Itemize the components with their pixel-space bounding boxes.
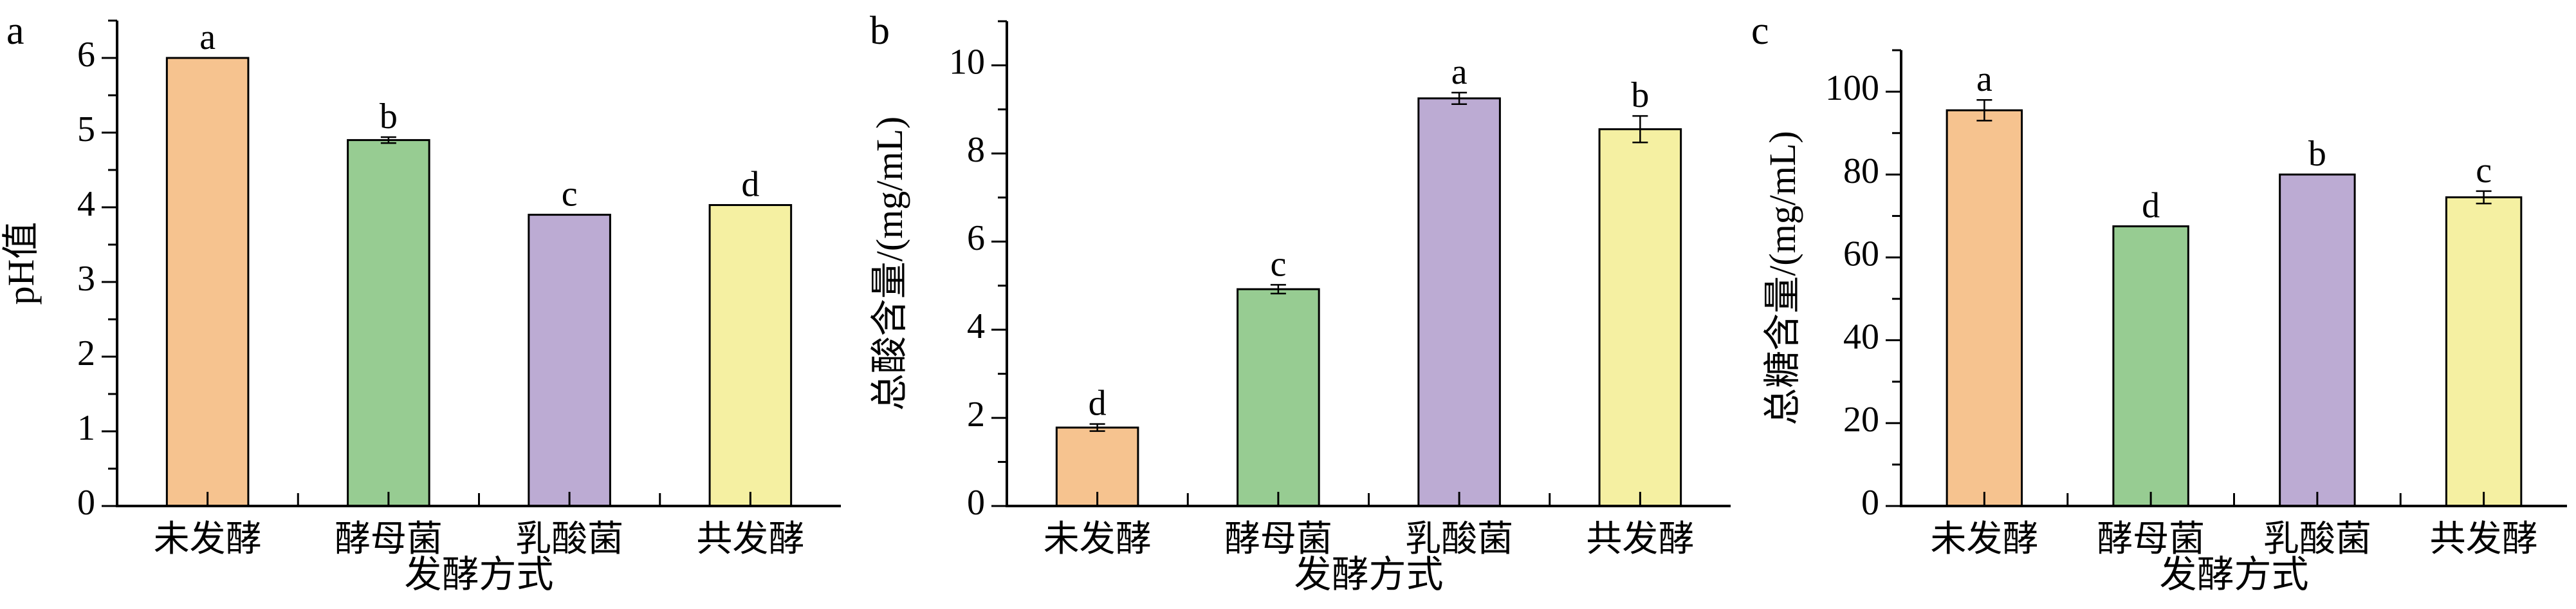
panel-label-b: b (870, 9, 890, 53)
x-tick-label: 酵母菌 (2097, 520, 2205, 559)
panel-c: c a 未发酵 d 酵母菌 b 乳酸菌 c 共发酵 0 20 40 60 80 100 总糖含量/(mg/mL… (1751, 9, 2567, 595)
panel-b: b d 未发酵 c 酵母菌 a 乳酸菌 b 共发酵 0 2 4 6 8 10 总酸含量/(mg/mL) 发酵方式 (869, 9, 1731, 595)
bar-乳酸菌 (528, 214, 611, 507)
error-bar-未发酵 (1976, 98, 1992, 122)
error-bar-酵母菌 (1270, 284, 1286, 295)
x-tick-label: 共发酵 (696, 520, 804, 559)
y-tick-label: 4 (967, 306, 985, 346)
error-bar-未发酵 (1089, 423, 1105, 432)
y-tick-label: 2 (967, 395, 985, 435)
bar-未发酵 (165, 57, 250, 507)
bar-乳酸菌 (2279, 173, 2356, 507)
error-bar-共发酵 (1632, 115, 1648, 144)
bar-酵母菌 (2112, 225, 2189, 507)
y-tick-label: 100 (1825, 68, 1879, 108)
error-bar-共发酵 (2476, 190, 2492, 205)
significance-letter: c (1270, 244, 1286, 284)
y-tick-label: 0 (77, 483, 95, 523)
bar-共发酵 (1598, 128, 1682, 507)
y-tick-label: 60 (1843, 234, 1879, 274)
x-tick-label: 未发酵 (1930, 520, 2038, 559)
y-tick-label: 3 (77, 259, 95, 299)
y-tick-label: 6 (77, 35, 95, 75)
y-tick-label: 40 (1843, 317, 1879, 357)
y-tick-label: 20 (1843, 400, 1879, 440)
y-tick-label: 2 (77, 333, 95, 373)
y-axis-title: pH值 (0, 222, 42, 305)
significance-letter: d (2142, 186, 2160, 226)
y-tick-label: 80 (1843, 151, 1879, 191)
bar-共发酵 (2445, 196, 2523, 507)
bar-共发酵 (708, 204, 793, 507)
bar-乳酸菌 (1417, 97, 1501, 507)
error-bar-酵母菌 (380, 136, 396, 144)
x-tick-label: 共发酵 (2430, 520, 2538, 559)
significance-letter: d (1089, 384, 1107, 424)
bar-酵母菌 (347, 139, 430, 507)
significance-letter: a (1976, 59, 1992, 99)
significance-letter: a (1451, 52, 1467, 92)
y-tick-label: 0 (967, 483, 985, 523)
y-tick-label: 5 (77, 109, 95, 149)
x-tick-label: 酵母菌 (1224, 520, 1332, 559)
significance-letter: c (562, 174, 578, 214)
y-tick-label: 1 (77, 408, 95, 448)
significance-letter: b (1631, 75, 1649, 115)
error-bar-乳酸菌 (1451, 91, 1467, 105)
y-axis-title: 总糖含量/(mg/mL) (1762, 131, 1803, 426)
x-axis-title: 发酵方式 (1294, 554, 1443, 595)
significance-letter: b (2308, 134, 2326, 174)
x-axis-title: 发酵方式 (404, 554, 553, 595)
panel-label-c: c (1751, 9, 1769, 53)
y-axis-title: 总酸含量/(mg/mL) (869, 117, 910, 411)
x-tick-label: 乳酸菌 (1405, 520, 1513, 559)
x-tick-label: 乳酸菌 (2263, 520, 2371, 559)
x-axis-title: 发酵方式 (2159, 554, 2308, 595)
y-tick-label: 8 (967, 130, 985, 170)
y-tick-label: 6 (967, 218, 985, 258)
y-tick-label: 10 (949, 42, 985, 82)
y-tick-label: 4 (77, 184, 95, 224)
bar-酵母菌 (1237, 288, 1320, 507)
significance-letter: c (2476, 151, 2492, 191)
x-tick-label: 未发酵 (154, 520, 262, 559)
y-tick-label: 0 (1861, 483, 1879, 523)
x-tick-label: 乳酸菌 (515, 520, 623, 559)
significance-letter: d (741, 165, 759, 205)
significance-letter: b (380, 97, 398, 136)
x-tick-label: 共发酵 (1586, 520, 1694, 559)
x-tick-label: 酵母菌 (335, 520, 443, 559)
panel-label-a: a (6, 9, 24, 53)
significance-letter: a (199, 17, 216, 57)
bar-未发酵 (1946, 109, 2023, 507)
x-tick-label: 未发酵 (1044, 520, 1152, 559)
